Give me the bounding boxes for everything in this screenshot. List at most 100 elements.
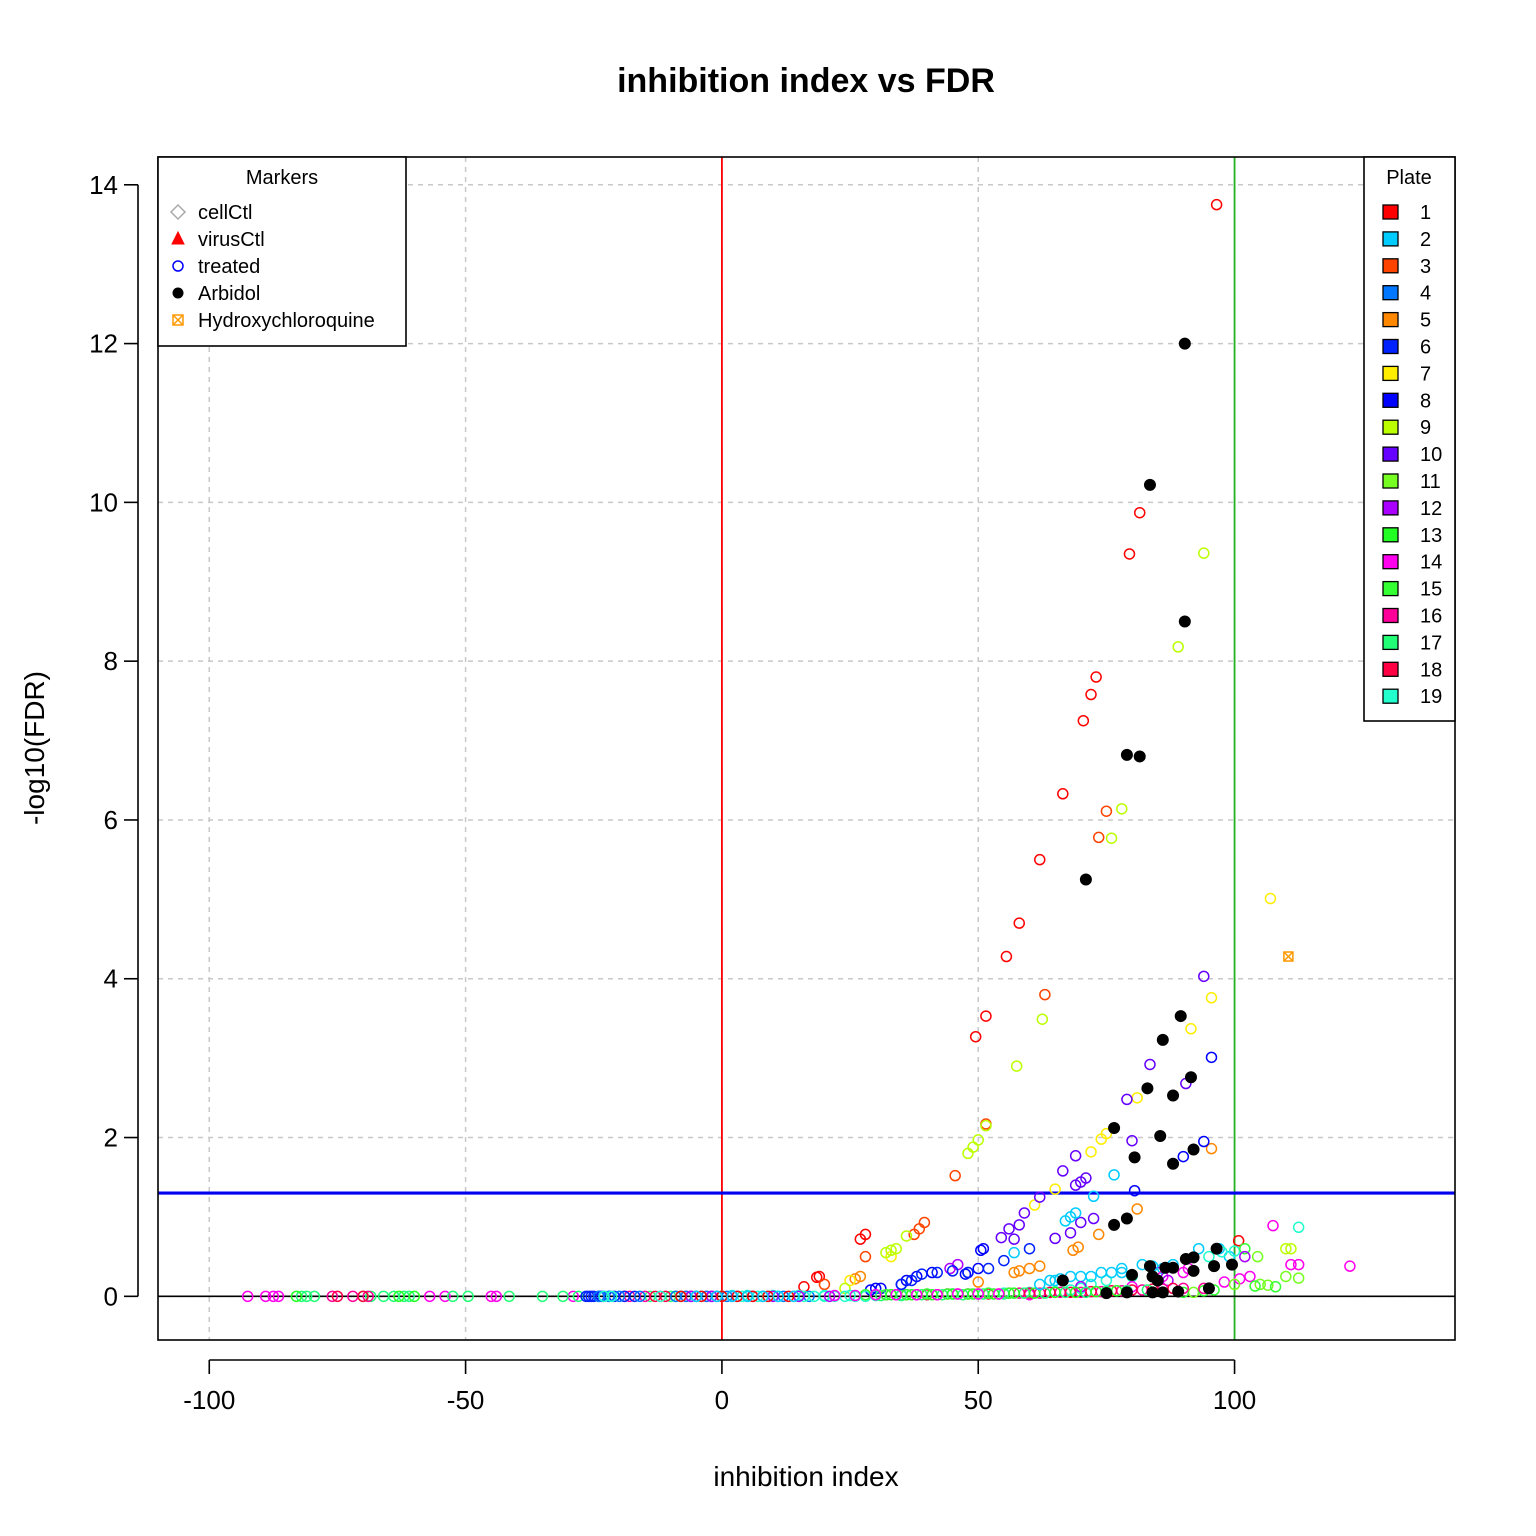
treated-point xyxy=(634,1290,646,1303)
arbidol-point xyxy=(1143,1260,1156,1273)
arbidol-point xyxy=(1159,1261,1172,1274)
plate-swatch xyxy=(1382,285,1399,301)
arbidol-point xyxy=(1056,1274,1069,1287)
plate-swatch xyxy=(1382,634,1399,651)
square-cross-icon-line xyxy=(172,314,184,326)
treated-point xyxy=(1280,1270,1292,1283)
treated-point xyxy=(423,1290,436,1303)
treated-point xyxy=(267,1290,280,1303)
treated-point xyxy=(787,1290,800,1303)
treated-point xyxy=(885,1244,897,1257)
treated-point xyxy=(439,1290,451,1303)
marker-legend-label: virusCtl xyxy=(198,229,265,251)
plate-legend-item: 5 xyxy=(1382,310,1431,332)
treated-point xyxy=(1034,853,1046,866)
plate-legend-item: 19 xyxy=(1382,686,1442,708)
treated-point xyxy=(1228,1245,1241,1257)
plate-legend-label: 8 xyxy=(1420,390,1431,412)
treated-point xyxy=(308,1290,321,1303)
treated-point xyxy=(1069,1179,1082,1191)
treated-point xyxy=(1049,1286,1061,1299)
treated-point xyxy=(1100,1274,1113,1287)
plate-legend-label: 11 xyxy=(1420,471,1441,493)
arbidol-point xyxy=(1079,873,1092,886)
plate-legend-label: 3 xyxy=(1420,256,1431,278)
treated-point xyxy=(908,1228,920,1241)
plate-legend-label: 5 xyxy=(1420,310,1431,332)
plate-swatch xyxy=(1382,419,1399,435)
treated-point xyxy=(259,1290,272,1303)
plate-swatch xyxy=(1382,580,1399,597)
treated-point xyxy=(462,1290,474,1303)
marker-legend-item: Arbidol xyxy=(172,283,260,305)
diamond-icon xyxy=(169,203,187,221)
treated-point xyxy=(926,1288,938,1301)
treated-point xyxy=(823,1290,836,1303)
treated-point xyxy=(1067,1244,1079,1257)
treated-point xyxy=(536,1290,549,1303)
treated-point xyxy=(1013,1219,1025,1231)
plate-swatch xyxy=(1382,500,1399,516)
plate-swatch xyxy=(1382,258,1399,274)
plate-legend-label: 16 xyxy=(1420,606,1442,628)
treated-point xyxy=(1203,1250,1215,1263)
treated-point xyxy=(849,1289,861,1302)
treated-point xyxy=(1013,1265,1025,1277)
plate-legend-label: 4 xyxy=(1420,283,1431,305)
treated-point xyxy=(967,1288,979,1300)
plate-legend-item: 1 xyxy=(1382,202,1431,224)
treated-point xyxy=(1292,1258,1305,1271)
marker-legend-box xyxy=(157,156,407,347)
treated-point xyxy=(654,1290,667,1303)
arbidol-point xyxy=(1167,1157,1180,1170)
treated-point xyxy=(1028,1287,1041,1299)
treated-point xyxy=(1285,1242,1297,1255)
arbidol-point xyxy=(1120,1212,1133,1225)
treated-point xyxy=(1133,506,1146,519)
treated-point xyxy=(931,1266,943,1279)
treated-point xyxy=(290,1290,303,1303)
axes: -100 -50 0 50 100 0 2 4 6 8 10 12 14 xyxy=(89,170,1256,1415)
plate-legend-item: 8 xyxy=(1382,390,1431,412)
marker-legend: Markers cellCtl virusCtl treated Arbidol Hyd… xyxy=(157,156,407,347)
circle-open-icon xyxy=(172,260,184,272)
treated-point xyxy=(987,1288,1000,1300)
arbidol-point xyxy=(1154,1129,1167,1142)
treated-point xyxy=(998,1254,1010,1267)
x-tick-label: 50 xyxy=(964,1385,993,1415)
treated-point xyxy=(818,1278,831,1291)
hydroxychloroquine-point xyxy=(1283,951,1294,962)
treated-point xyxy=(811,1271,823,1284)
treated-point xyxy=(1198,547,1210,559)
treated-point xyxy=(503,1290,515,1303)
treated-point xyxy=(1028,1199,1041,1211)
treated-point xyxy=(982,1262,995,1275)
treated-point xyxy=(1064,1286,1077,1299)
treated-point xyxy=(854,1270,867,1283)
treated-point xyxy=(1023,1287,1036,1299)
plate-swatch xyxy=(1382,661,1399,677)
arbidol-point xyxy=(1108,1122,1121,1135)
hcq-square xyxy=(1283,951,1294,962)
treated-point xyxy=(1239,1242,1251,1255)
plate-legend-label: 19 xyxy=(1420,686,1442,708)
treated-point xyxy=(690,1290,703,1303)
plate-legend-item: 11 xyxy=(1382,471,1441,493)
plate-swatch xyxy=(1382,365,1399,382)
treated-point xyxy=(331,1290,344,1303)
treated-point xyxy=(605,1290,618,1303)
treated-point xyxy=(1023,1242,1036,1255)
treated-point xyxy=(880,1246,892,1259)
treated-point xyxy=(1000,950,1013,963)
treated-point xyxy=(447,1290,459,1303)
treated-point xyxy=(890,1242,902,1255)
treated-point xyxy=(951,1258,964,1271)
arbidol-point xyxy=(1126,1268,1139,1281)
treated-point xyxy=(1128,1184,1141,1197)
treated-point xyxy=(1185,1023,1197,1035)
treated-point xyxy=(967,1141,979,1153)
treated-point xyxy=(1049,1232,1061,1245)
plate-legend-label: 15 xyxy=(1420,579,1442,601)
